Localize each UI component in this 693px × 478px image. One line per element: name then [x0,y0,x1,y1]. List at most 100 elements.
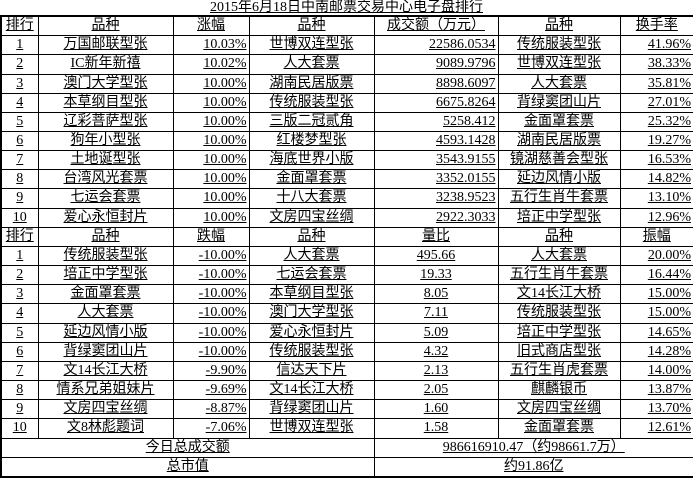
table-cell: 3543.9155 [373,150,499,171]
table-cell: 6675.8264 [373,92,499,113]
table-cell: 延边风情小版 [497,169,621,190]
column-header: 品种 [37,226,174,247]
table-cell: 1 [0,245,39,267]
table-cell: 15.00% [619,303,693,324]
table-cell: IC新年新禧 [37,54,174,75]
table-cell: 10 [0,418,39,439]
column-header: 排行 [0,15,39,37]
table-row: 5 延边风情小版 -10.00% 爱心永恒封片 5.09 培正中学型张 14.65% [0,322,693,343]
table-cell: 五行生肖牛套票 [497,265,621,286]
summary-value: 986616910.47（约98661.7万） [373,437,693,458]
table-row: 6 背绿窦团山片 -10.00% 传统服装型张 4.32 旧式商店型张 14.28% [0,341,693,362]
table-cell: 文房四宝丝绸 [248,207,375,228]
table-cell: 2.13 [373,360,499,381]
table-cell: 20.00% [619,245,693,267]
table-cell: 传统服装型张 [248,92,375,113]
table-cell: 15.00% [619,284,693,305]
table-cell: 10.00% [172,130,250,152]
table-cell: 人大套票 [248,54,375,75]
table-row: 2 IC新年新禧 10.02% 人大套票 9089.9796 世博双连型张 38.33% [0,54,693,75]
table-row: 9 七运会套票 10.00% 十八大套票 3238.9523 五行生肖牛套票 13.10% [0,188,693,209]
table-cell: 金面罩套票 [497,111,621,132]
table-cell: 16.44% [619,265,693,286]
table-cell: 6 [0,130,39,152]
table-cell: 10.03% [172,35,250,56]
table-cell: 10.00% [172,73,250,94]
table-cell: -9.69% [172,379,250,401]
table-cell: 5.09 [373,322,499,343]
table-cell: 文14长江大桥 [248,379,375,401]
table-cell: 文14长江大桥 [37,360,174,381]
table-cell: 41.96% [619,35,693,56]
table-cell: 4 [0,303,39,324]
table-cell: 2922.3033 [373,207,499,228]
table-cell: 爱心永恒封片 [248,322,375,343]
summary-section: 今日总成交额 986616910.47（约98661.7万） 总市值 约91.8… [0,437,693,478]
table-cell: 十八大套票 [248,188,375,209]
table-cell: 5 [0,322,39,343]
table-row: 2 培正中学型张 -10.00% 七运会套票 19.33 五行生肖牛套票 16.44% [0,265,693,286]
table-cell: 人大套票 [497,245,621,267]
table-cell: 16.53% [619,150,693,171]
table-cell: 2 [0,265,39,286]
table-cell: 万国邮联型张 [37,35,174,56]
column-header: 跌幅 [172,226,250,247]
table-row: 6 狗年小型张 10.00% 红楼梦型张 4593.1428 湖南民居版票 19.27% [0,130,693,152]
table-cell: -8.87% [172,399,250,420]
table-cell: 4593.1428 [373,130,499,152]
summary-row: 今日总成交额 986616910.47（约98661.7万） [0,437,693,458]
table-cell: 金面罩套票 [37,284,174,305]
table-cell: 人大套票 [37,303,174,324]
gainers-section: 排行 品种 涨幅 品种 成交额（万元） 品种 换手率 1 万国邮联型张 10.03% 世博双连型张 2… [0,15,693,228]
table-cell: 背绿窦团山片 [497,92,621,113]
column-header: 排行 [0,226,39,247]
table-cell: 培正中学型张 [497,322,621,343]
table-cell: 培正中学型张 [37,265,174,286]
table-cell: 五行生肖虎套票 [497,360,621,381]
table-cell: 6 [0,341,39,362]
table-cell: 情系兄弟姐妹片 [37,379,174,401]
table-cell: 背绿窦团山片 [248,399,375,420]
table-cell: 湖南民居版票 [497,130,621,152]
table-row: 7 文14长江大桥 -9.90% 信达天下片 2.13 五行生肖虎套票 14.00% [0,360,693,381]
table-cell: 19.33 [373,265,499,286]
table-cell: 传统服装型张 [248,341,375,362]
table-cell: 14.65% [619,322,693,343]
column-header: 振幅 [619,226,693,247]
table-cell: -10.00% [172,322,250,343]
table-cell: 金面罩套票 [497,418,621,439]
table-cell: 7.11 [373,303,499,324]
table-cell: 人大套票 [248,245,375,267]
table-cell: 土地诞型张 [37,150,174,171]
page-title: 2015年6月18日中南邮票交易中心电子盘排行 [210,0,483,15]
table-cell: 文房四宝丝绸 [37,399,174,420]
table-row: 9 文房四宝丝绸 -8.87% 背绿窦团山片 1.60 文房四宝丝绸 13.70% [0,399,693,420]
table-cell: 海底世界小版 [248,150,375,171]
table-cell: 旧式商店型张 [497,341,621,362]
header-row: 排行 品种 跌幅 品种 量比 品种 振幅 [0,226,693,247]
table-cell: 文14长江大桥 [497,284,621,305]
table-cell: 12.61% [619,418,693,439]
table-row: 10 爱心永恒封片 10.00% 文房四宝丝绸 2922.3033 培正中学型张 12.96… [0,207,693,228]
table-cell: 文8林彪题词 [37,418,174,439]
column-header: 品种 [497,15,621,37]
table-cell: 五行生肖牛套票 [497,188,621,209]
table-cell: -7.06% [172,418,250,439]
table-cell: 22586.0534 [373,35,499,56]
table-cell: 8898.6097 [373,73,499,94]
table-cell: 35.81% [619,73,693,94]
table-cell: 辽彩菩萨型张 [37,111,174,132]
table-cell: 镜湖慈善会型张 [497,150,621,171]
column-header: 品种 [37,15,174,37]
table-row: 1 传统服装型张 -10.00% 人大套票 495.66 人大套票 20.00% [0,245,693,267]
losers-section: 排行 品种 跌幅 品种 量比 品种 振幅 1 传统服装型张 -10.00% 人大套票 495.66 人大… [0,226,693,439]
table-cell: 红楼梦型张 [248,130,375,152]
table-cell: 19.27% [619,130,693,152]
table-cell: 七运会套票 [37,188,174,209]
table-cell: 本草纲目型张 [37,92,174,113]
table-cell: 13.10% [619,188,693,209]
table-cell: 延边风情小版 [37,322,174,343]
table-cell: 1.58 [373,418,499,439]
table-cell: 世博双连型张 [248,418,375,439]
table-cell: 3238.9523 [373,188,499,209]
